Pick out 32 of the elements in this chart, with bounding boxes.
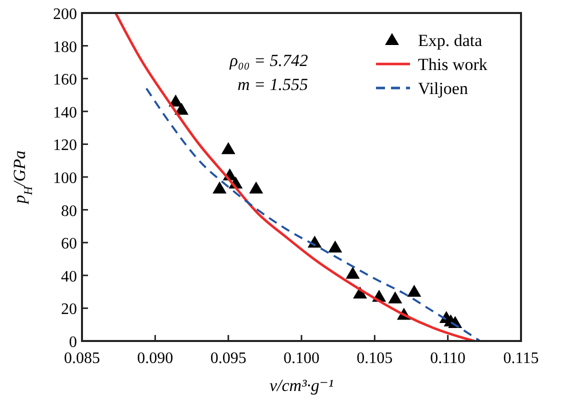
annotation: ρ₀₀ = 5.742 — [228, 51, 308, 70]
x-tick-label: 0.095 — [210, 350, 246, 367]
x-tick-label: 0.085 — [64, 350, 100, 367]
point — [221, 142, 236, 154]
y-tick-label: 20 — [61, 301, 77, 318]
y-tick-label: 160 — [53, 72, 77, 89]
point — [346, 266, 360, 279]
y-tick-label: 200 — [53, 6, 77, 23]
y-tick-label: 140 — [53, 104, 77, 122]
annotation: m = 1.555 — [238, 75, 308, 94]
x-axis-title: v/cm³·g⁻¹ — [269, 376, 334, 395]
y-tick-label: 120 — [53, 137, 77, 154]
point — [174, 102, 189, 115]
x-tick-label: 0.090 — [137, 350, 174, 367]
x-tick-label: 0.115 — [503, 350, 539, 367]
point — [212, 181, 227, 194]
point — [407, 284, 422, 297]
point — [328, 240, 342, 253]
y-tick-label: 100 — [53, 170, 77, 187]
legend-label: This work — [418, 55, 488, 74]
point — [249, 181, 264, 194]
x-tick-label: 0.110 — [430, 350, 466, 367]
legend-label: Exp. data — [418, 31, 483, 50]
y-tick-label: 180 — [53, 38, 77, 56]
x-tick-label: 0.100 — [284, 350, 320, 367]
y-tick-label: 40 — [61, 268, 77, 286]
y-tick-label: 60 — [61, 236, 77, 253]
x-tick-label: 0.105 — [356, 350, 393, 367]
y-tick-label: 80 — [61, 202, 77, 220]
legend-label: Viljoen — [418, 79, 468, 98]
point — [388, 291, 402, 304]
y-tick-label: 0 — [69, 334, 77, 351]
